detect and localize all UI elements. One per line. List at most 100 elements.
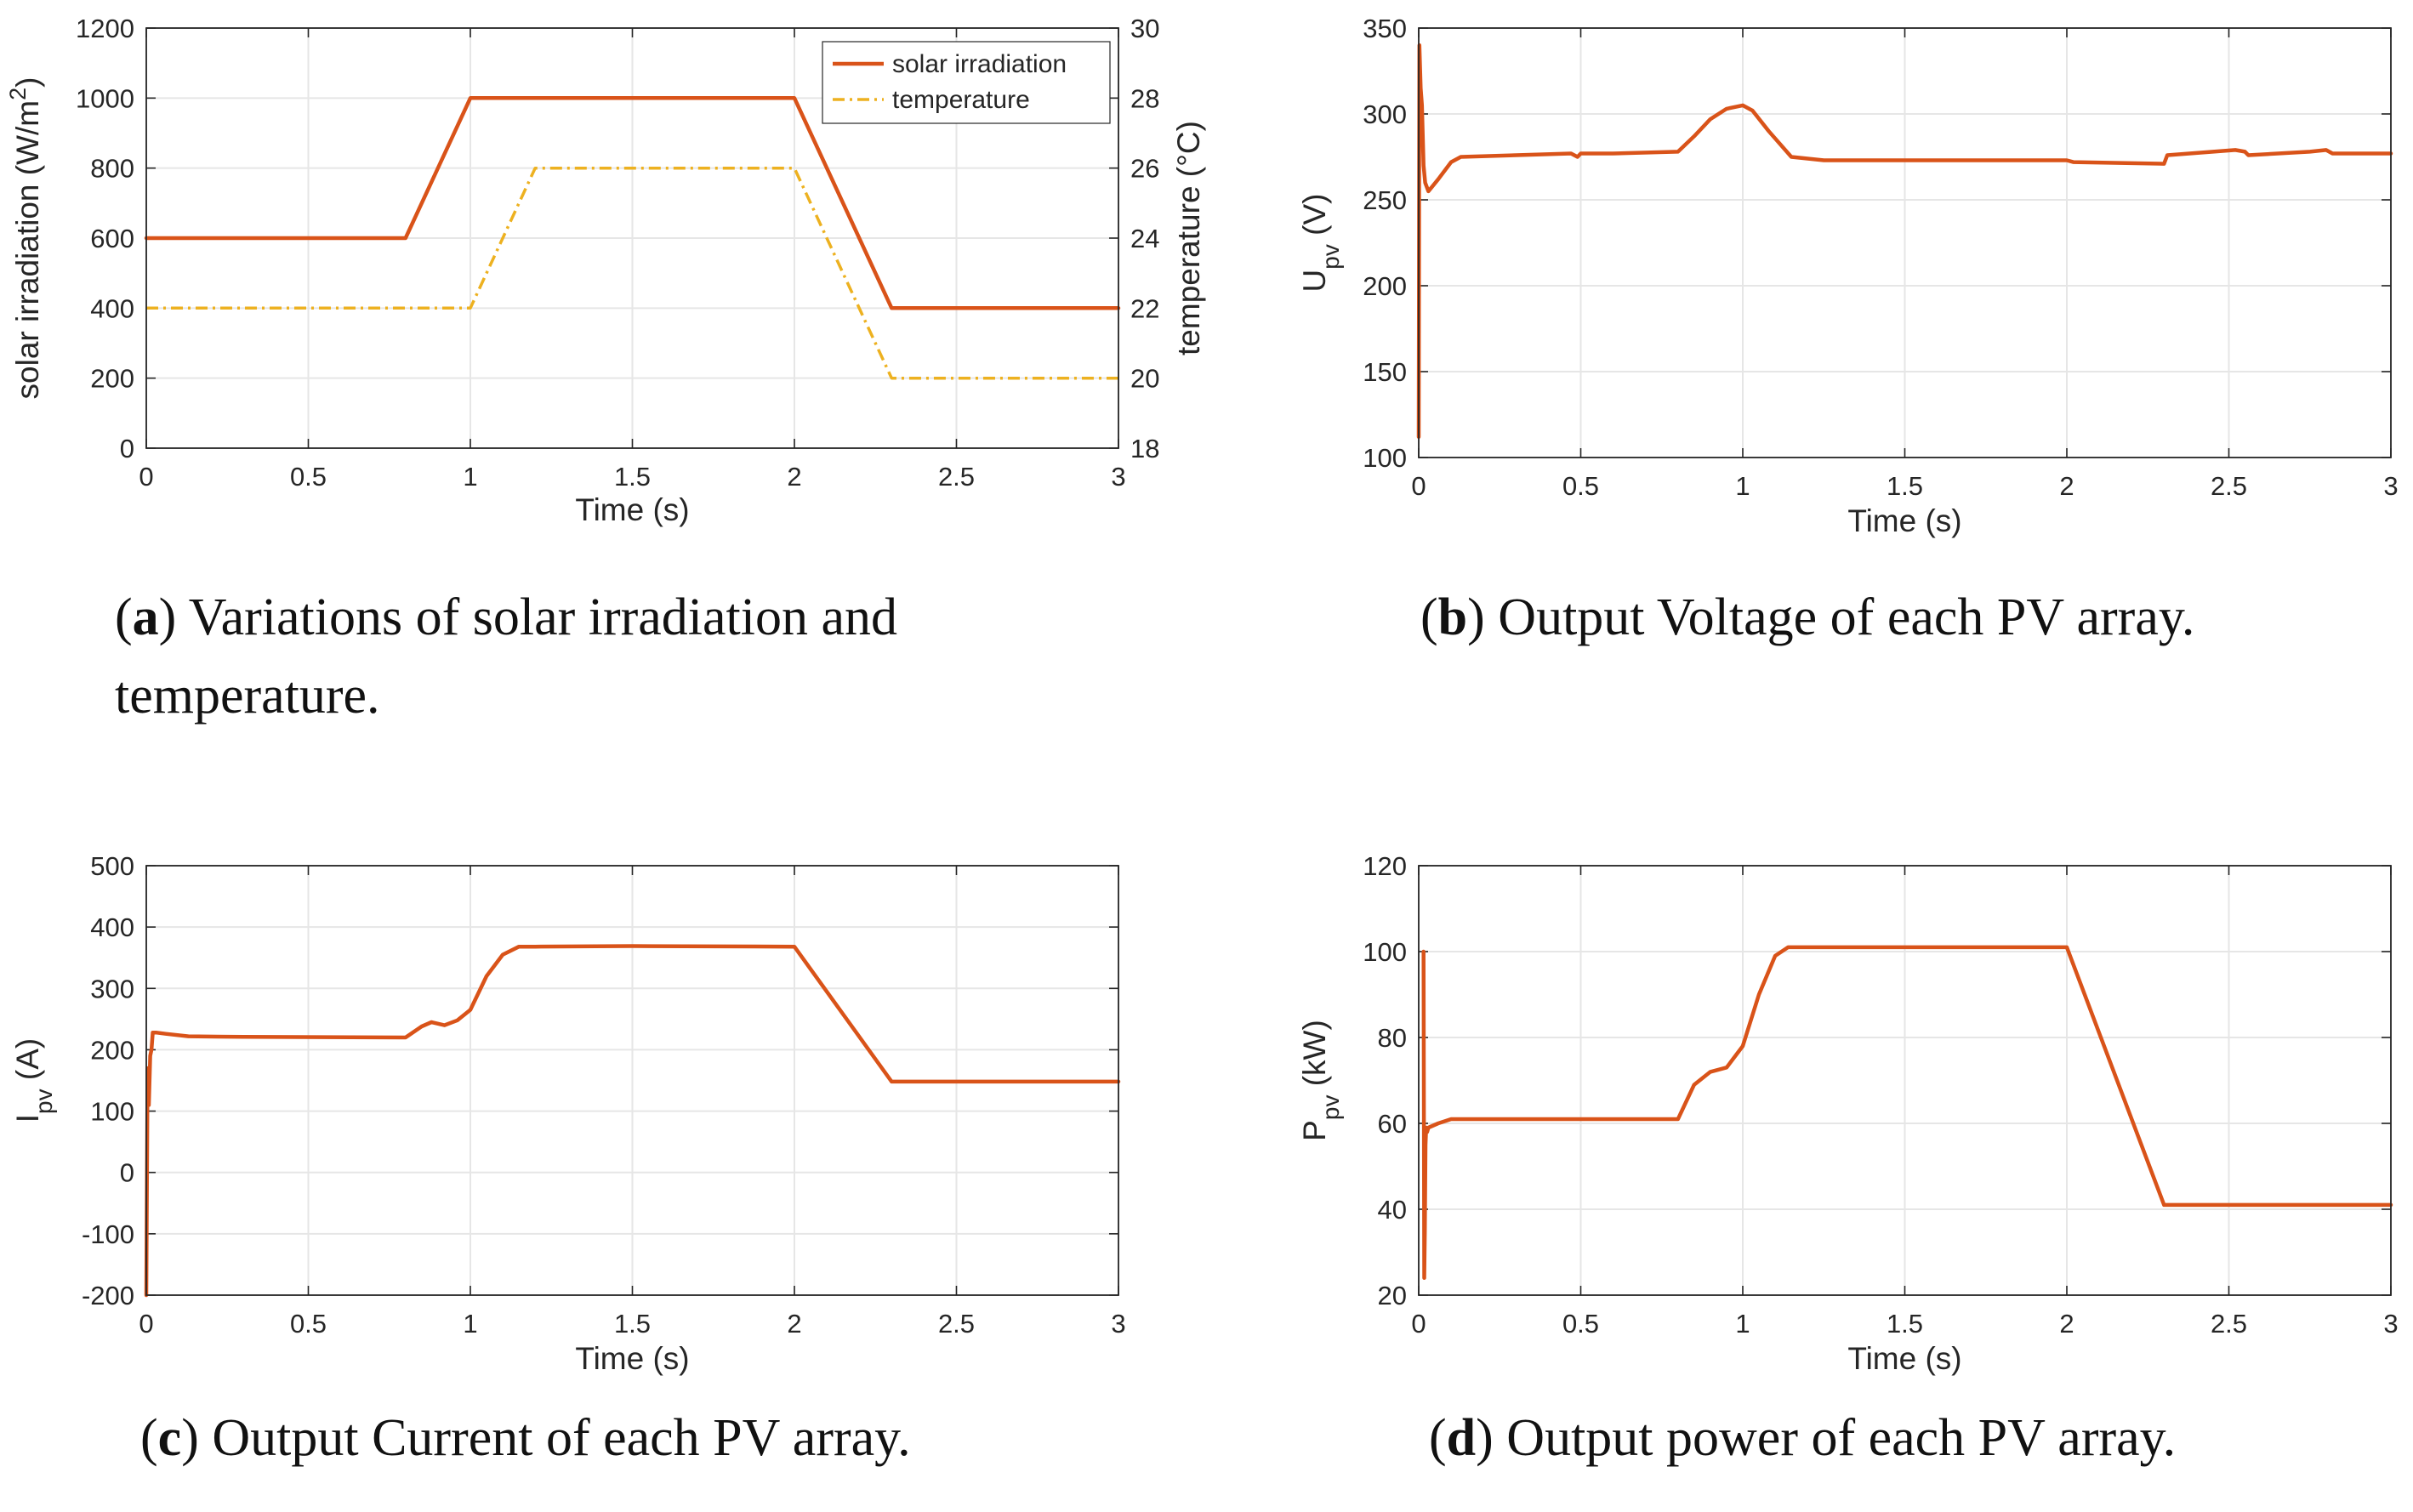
caption-c: (c) Output Current of each PV array. [140, 1409, 911, 1467]
label-subscript: pv [31, 1089, 57, 1114]
x-tick-label: 3 [1111, 1309, 1125, 1339]
y-tick-label: 150 [1363, 357, 1407, 387]
label-subscript: pv [1317, 1095, 1344, 1121]
label-subscript: pv [1317, 244, 1344, 270]
axes-box [1418, 865, 2392, 1296]
y2-tick-label: 28 [1130, 83, 1159, 113]
y-tick-label: 100 [1363, 937, 1407, 967]
chart-b-svg: 0 0.5 1 1.5 2 2.5 3 100 150 200 250 300 350 Time (s) U… [1297, 14, 2399, 538]
y2-tick-label: 26 [1130, 154, 1159, 184]
chart-panel-b: 0 0.5 1 1.5 2 2.5 3 100 150 200 250 300 350 Time (s) U… [1206, 0, 2413, 756]
x-tick-label: 1.5 [1887, 1309, 1923, 1339]
y-axis-label: Ppv (kW) [1297, 1020, 1344, 1141]
axes-box [145, 865, 1119, 1296]
x-tick-label: 1 [463, 1309, 477, 1339]
x-tick-label: 2 [2059, 471, 2074, 501]
y-tick-label: 600 [90, 224, 134, 253]
series-line-p-pv [1421, 945, 2393, 1281]
y-tick-label: -200 [82, 1281, 134, 1310]
x-axis-label: Time (s) [1847, 503, 1961, 538]
y-tick-label: 250 [1363, 185, 1407, 215]
y-tick-label: 200 [1363, 271, 1407, 301]
label-superscript: 2 [5, 88, 31, 100]
y-tick-label: 0 [120, 434, 134, 463]
caption-a: (a) Variations of solar irradiation and … [115, 588, 897, 725]
x-tick-label: 1 [1735, 471, 1750, 501]
x-tick-label: 2.5 [938, 1309, 975, 1339]
y-axis-label: Ipv (A) [10, 1038, 57, 1123]
y-tick-label: 1000 [76, 83, 134, 113]
y-tick-label: 350 [1363, 14, 1407, 43]
y-tick-label: 20 [1378, 1281, 1407, 1310]
y2-tick-label: 22 [1130, 293, 1159, 323]
x-tick-label: 1.5 [1887, 471, 1923, 501]
x-tick-label: 1 [1735, 1309, 1750, 1339]
chart-panel-d: 0 0.5 1 1.5 2 2.5 3 20 40 60 80 100 120 Time (s) Ppv (… [1206, 833, 2413, 1512]
y-tick-label: -100 [82, 1219, 134, 1249]
x-tick-label: 0 [1411, 471, 1426, 501]
legend-entry-label: temperature [892, 86, 1030, 114]
x-tick-label: 3 [2383, 471, 2398, 501]
y-axis-label: Upv (V) [1297, 194, 1344, 293]
x-tick-label: 1 [463, 462, 477, 492]
axes-box [1418, 27, 2392, 458]
x-tick-label: 2 [787, 1309, 801, 1339]
y-tick-label: 80 [1378, 1023, 1407, 1053]
x-tick-label: 2.5 [2211, 471, 2247, 501]
chart-panel-a: 0 0.5 1 1.5 2 2.5 3 0 200 400 600 800 1000 1200 18 20 22… [0, 0, 1206, 756]
label-rest: (kW) [1297, 1020, 1332, 1094]
axes-box [145, 27, 1119, 449]
legend: solar irradiation temperature [822, 41, 1111, 124]
x-tick-label: 3 [1111, 462, 1125, 492]
chart-c-svg: 0 0.5 1 1.5 2 2.5 3 -200 -100 0 100 200 300 400 500 Tim… [10, 851, 1126, 1376]
y-tick-label: 0 [120, 1158, 134, 1188]
x-tick-label: 0 [1411, 1309, 1426, 1339]
y2-tick-label: 18 [1130, 434, 1159, 463]
label-rest: (A) [10, 1038, 45, 1089]
chart-a-svg: 0 0.5 1 1.5 2 2.5 3020040060080010001200182022… [5, 14, 1206, 527]
y-tick-label: 100 [1363, 443, 1407, 473]
x-tick-label: 3 [2383, 1309, 2398, 1339]
x-tick-label: 1.5 [614, 462, 651, 492]
y-axis-label: solar irradiation (W/m2) [5, 77, 45, 400]
x-tick-label: 0.5 [1562, 471, 1599, 501]
y-tick-label: 300 [1363, 99, 1407, 129]
y-tick-label: 500 [90, 851, 134, 881]
y-tick-label: 400 [90, 293, 134, 323]
x-tick-label: 2 [787, 462, 801, 492]
x-tick-label: 2.5 [938, 462, 975, 492]
x-tick-label: 0.5 [1562, 1309, 1599, 1339]
x-tick-label: 1.5 [614, 1309, 651, 1339]
y-tick-label: 100 [90, 1097, 134, 1127]
x-axis-label: Time (s) [575, 492, 689, 527]
series-line-i-pv [144, 944, 1121, 1298]
y-tick-label: 1200 [76, 14, 134, 43]
legend-box [822, 41, 1111, 124]
caption-d: (d) Output power of each PV array. [1429, 1409, 2177, 1467]
x-tick-label: 0 [139, 1309, 153, 1339]
x-tick-label: 0 [139, 462, 153, 492]
x-tick-label: 2.5 [2211, 1309, 2247, 1339]
series-line-u-pv [1416, 43, 2393, 440]
x-tick-label: 0.5 [290, 1309, 327, 1339]
y-tick-label: 200 [90, 1035, 134, 1065]
y2-axis-label: temperature (°C) [1171, 121, 1206, 355]
y-tick-label: 300 [90, 974, 134, 1003]
x-tick-label: 0.5 [290, 462, 327, 492]
chart-d-svg: 0 0.5 1 1.5 2 2.5 3 20 40 60 80 100 120 Time (s) Ppv (… [1297, 851, 2399, 1376]
x-axis-label: Time (s) [575, 1341, 689, 1376]
y-tick-label: 60 [1378, 1109, 1407, 1139]
label-rest: (V) [1297, 194, 1332, 245]
chart-panel-c: 0 0.5 1 1.5 2 2.5 3 -200 -100 0 100 200 300 400 500 Tim… [0, 833, 1206, 1512]
caption-b: (b) Output Voltage of each PV array. [1420, 588, 2195, 646]
legend-entry-label: solar irradiation [892, 50, 1067, 78]
label-rest: ) [10, 77, 45, 88]
y-tick-label: 200 [90, 364, 134, 394]
x-tick-label: 2 [2059, 1309, 2074, 1339]
y-tick-label: 120 [1363, 851, 1407, 881]
x-axis-label: Time (s) [1847, 1341, 1961, 1376]
y-tick-label: 40 [1378, 1195, 1407, 1225]
y-tick-label: 800 [90, 154, 134, 184]
y-tick-label: 400 [90, 912, 134, 942]
y2-tick-label: 24 [1130, 224, 1159, 253]
